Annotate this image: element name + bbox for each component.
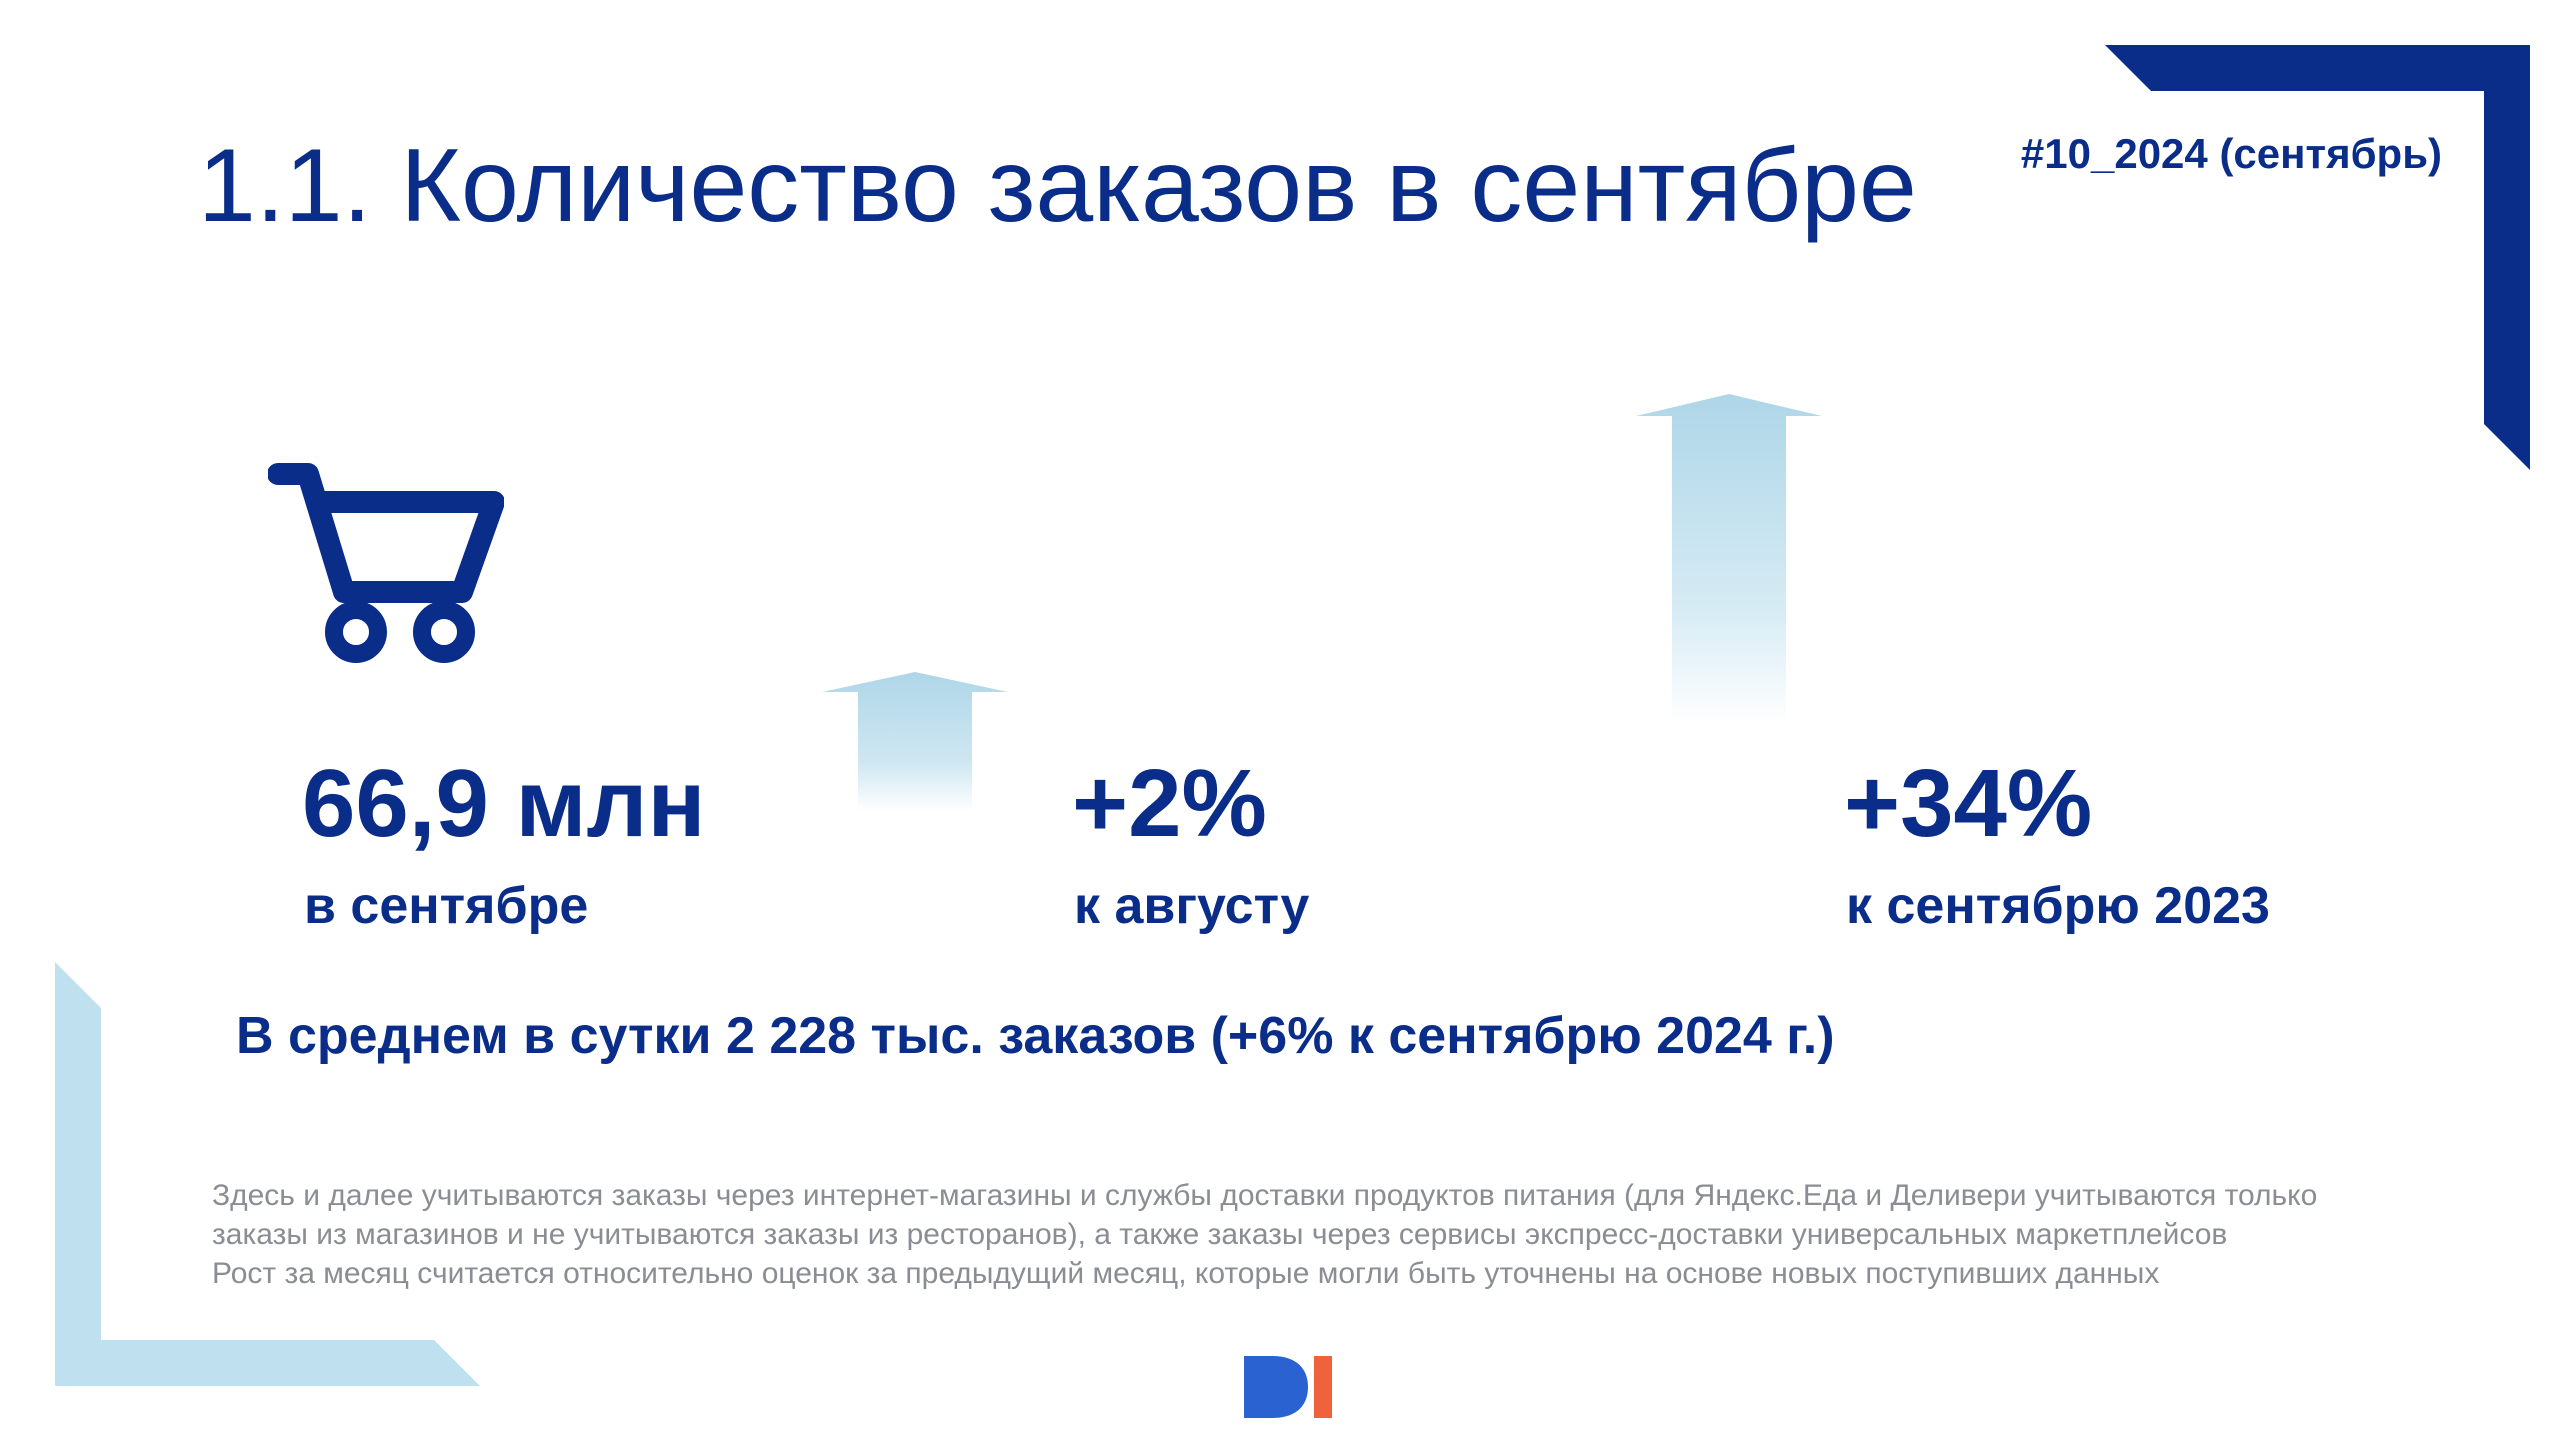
footnote-growth: Рост за месяц считается относительно оце… [212,1257,2160,1290]
footnotes: Здесь и далее учитываются заказы через и… [212,1176,2362,1293]
up-arrow-icon-large [1636,394,1822,724]
page-title: 1.1. Количество заказов в сентябре [198,128,1917,244]
di-logo [1244,1356,1332,1418]
metric-label-yoy: к сентябрю 2023 [1846,877,2270,935]
metric-value-mom: +2% [1072,750,1267,857]
shopping-cart-icon [268,463,504,663]
footnote-scope: Здесь и далее учитываются заказы через и… [212,1179,2318,1251]
daily-average-summary: В среднем в сутки 2 228 тыс. заказов (+6… [236,1007,1835,1065]
metric-value-orders: 66,9 млн [302,750,706,857]
top-right-corner-shape [2105,45,2530,470]
up-arrow-icon-small [822,672,1008,812]
metric-label-orders: в сентябре [304,877,589,935]
metric-label-mom: к августу [1074,877,1310,935]
issue-tag: #10_2024 (сентябрь) [2020,130,2442,177]
bottom-left-corner-shape [55,962,480,1386]
metric-value-yoy: +34% [1844,750,2093,857]
